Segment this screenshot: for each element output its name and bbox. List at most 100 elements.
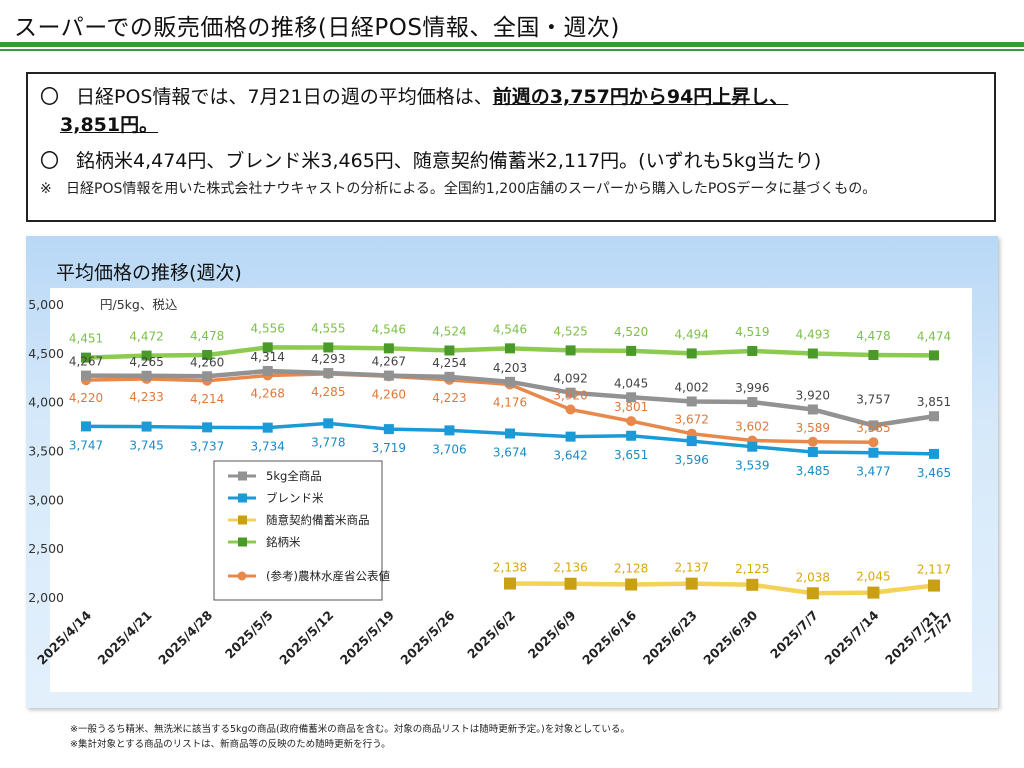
data-point bbox=[686, 436, 697, 447]
y-tick-label: 4,000 bbox=[28, 395, 64, 410]
summary-line-2-text: 銘柄米4,474円、ブレンド米3,465円、随意契約備蓄米2,117円。(いずれ… bbox=[76, 150, 822, 172]
data-label: 2,125 bbox=[735, 562, 769, 576]
data-label: 3,651 bbox=[614, 448, 648, 462]
data-point bbox=[929, 411, 939, 422]
data-point bbox=[383, 370, 394, 381]
data-point bbox=[141, 350, 152, 361]
data-label: 4,233 bbox=[129, 390, 163, 404]
summary-line-1-highlight: 前週の3,757円から94円上昇し、 bbox=[492, 86, 789, 108]
data-label: 2,138 bbox=[493, 561, 527, 575]
data-point bbox=[323, 418, 334, 429]
y-axis-label: 円/5kg、税込 bbox=[100, 297, 178, 312]
x-tick-label: 2025/4/21 bbox=[95, 608, 155, 668]
data-label: 4,525 bbox=[553, 324, 587, 338]
data-label: 4,474 bbox=[917, 329, 951, 343]
data-point bbox=[686, 348, 697, 359]
data-label: 4,493 bbox=[796, 328, 830, 342]
data-point bbox=[565, 345, 576, 356]
data-point bbox=[868, 447, 879, 458]
data-point bbox=[868, 349, 879, 360]
data-point bbox=[686, 396, 697, 407]
data-point bbox=[444, 345, 455, 356]
x-tick-label: 2025/4/14 bbox=[34, 607, 94, 667]
data-point bbox=[929, 350, 939, 361]
footnote-1: ※一般うるち精米、無洗米に該当する5kgの商品(政府備蓄米の商品を含む。対象の商… bbox=[70, 724, 630, 735]
data-point bbox=[323, 368, 334, 379]
summary-line-1: 〇日経POS情報では、7月21日の週の平均価格は、前週の3,757円から94円上… bbox=[40, 82, 788, 109]
data-point bbox=[81, 421, 91, 432]
data-label: 4,472 bbox=[129, 330, 163, 344]
data-point bbox=[746, 578, 759, 591]
data-label: 3,737 bbox=[190, 439, 224, 453]
data-point bbox=[807, 404, 818, 415]
data-label: 2,038 bbox=[796, 570, 830, 584]
title-underline-thick bbox=[0, 42, 1024, 47]
data-label: 4,176 bbox=[493, 395, 527, 409]
legend-swatch-marker bbox=[238, 471, 247, 481]
data-point bbox=[565, 387, 576, 398]
y-tick-label: 5,000 bbox=[28, 297, 64, 312]
x-tick-label: 2025/5/12 bbox=[276, 608, 336, 668]
data-point bbox=[747, 397, 758, 408]
legend-swatch-marker bbox=[237, 571, 247, 581]
summary-line-2: 〇銘柄米4,474円、ブレンド米3,465円、随意契約備蓄米2,117円。(いず… bbox=[40, 146, 821, 173]
data-point bbox=[444, 371, 455, 382]
data-point bbox=[685, 577, 698, 590]
data-label: 3,996 bbox=[735, 381, 769, 395]
data-point bbox=[806, 587, 819, 600]
data-label: 3,596 bbox=[675, 453, 709, 467]
data-label: 4,546 bbox=[493, 322, 527, 336]
data-label: 4,260 bbox=[372, 387, 406, 401]
data-label: 4,267 bbox=[372, 355, 406, 369]
data-label: 4,214 bbox=[190, 392, 224, 406]
data-label: 3,851 bbox=[917, 395, 951, 409]
y-tick-label: 3,500 bbox=[28, 444, 64, 459]
x-tick-label: 2025/6/16 bbox=[579, 607, 639, 667]
data-label: 4,260 bbox=[190, 355, 224, 369]
data-label: 3,706 bbox=[432, 442, 466, 456]
data-label: 3,778 bbox=[311, 435, 345, 449]
data-point bbox=[626, 416, 637, 427]
data-label: 3,920 bbox=[796, 388, 830, 402]
data-point bbox=[868, 420, 879, 431]
summary-box: 〇日経POS情報では、7月21日の週の平均価格は、前週の3,757円から94円上… bbox=[26, 72, 996, 222]
y-tick-label: 4,500 bbox=[28, 346, 64, 361]
data-point bbox=[807, 436, 818, 447]
data-label: 3,602 bbox=[735, 420, 769, 434]
summary-line-1-continued: 3,851円。 bbox=[60, 110, 158, 137]
data-label: 3,539 bbox=[735, 459, 769, 473]
data-point bbox=[564, 577, 577, 590]
x-tick-label: 2025/4/28 bbox=[155, 608, 215, 668]
data-point bbox=[626, 392, 637, 403]
data-point bbox=[202, 422, 213, 433]
data-label: 3,585 bbox=[856, 421, 890, 435]
summary-line-1-highlight-2: 3,851円。 bbox=[60, 114, 159, 136]
data-label: 4,220 bbox=[69, 391, 103, 405]
series-line bbox=[509, 581, 935, 596]
data-point bbox=[262, 422, 273, 433]
data-point bbox=[929, 448, 939, 459]
x-tick-label: 2025/7/14 bbox=[821, 607, 881, 667]
data-point bbox=[504, 577, 516, 590]
chart-heading: 平均価格の推移(週次) bbox=[56, 262, 242, 284]
x-tick-label: 2025/6/30 bbox=[700, 607, 760, 667]
data-label: 4,223 bbox=[432, 391, 466, 405]
data-label: 3,757 bbox=[856, 392, 890, 406]
x-tick-label: 2025/6/9 bbox=[525, 608, 579, 662]
data-label: 2,128 bbox=[614, 561, 648, 575]
x-tick-label: 2025/5/19 bbox=[337, 608, 397, 668]
y-tick-label: 3,000 bbox=[28, 492, 64, 507]
data-point bbox=[81, 370, 91, 381]
legend-label: (参考)農林水産省公表値 bbox=[266, 569, 390, 583]
data-point bbox=[141, 370, 152, 381]
y-tick-label: 2,000 bbox=[28, 590, 64, 605]
data-point bbox=[202, 349, 213, 360]
data-point bbox=[625, 578, 638, 591]
data-label: 4,002 bbox=[675, 380, 709, 394]
legend-label: 銘柄米 bbox=[266, 535, 301, 549]
x-tick-label: 2025/5/26 bbox=[397, 607, 457, 667]
data-label: 4,524 bbox=[432, 324, 466, 338]
data-label: 3,485 bbox=[796, 464, 830, 478]
data-label: 3,672 bbox=[675, 413, 709, 427]
title-underline-thin bbox=[0, 49, 1024, 51]
